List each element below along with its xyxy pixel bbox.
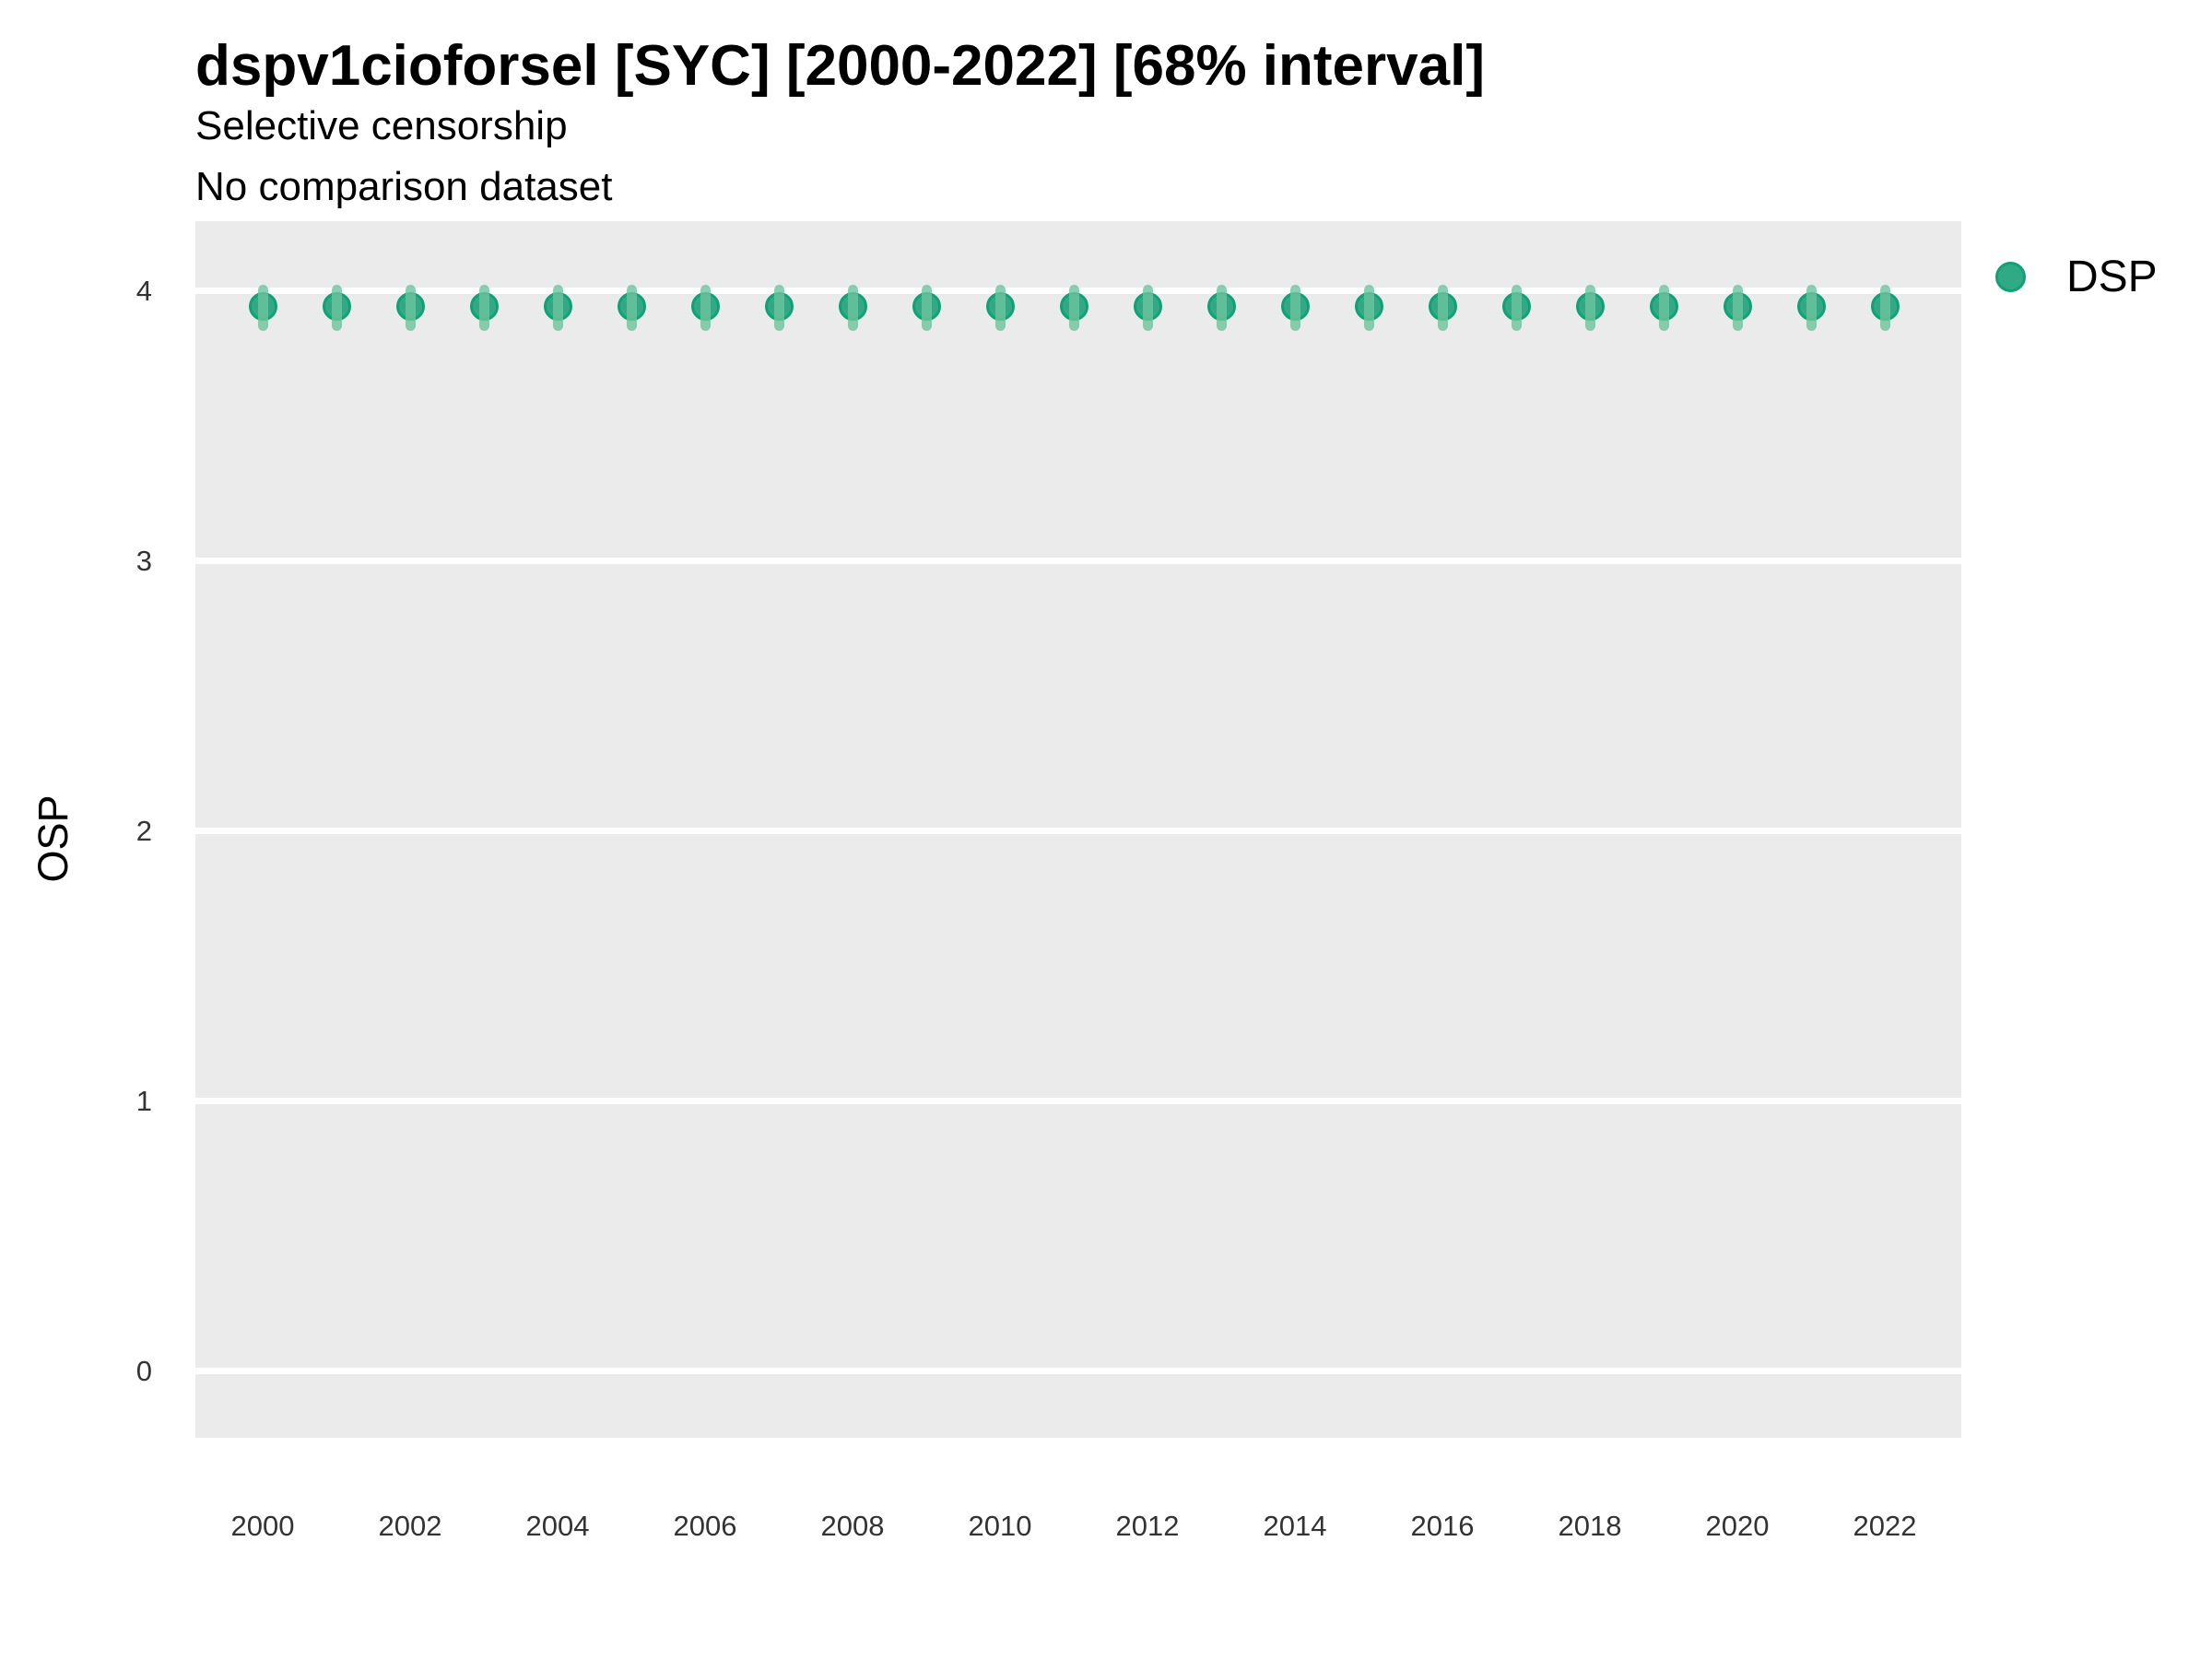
interval-bar-2017 bbox=[1511, 285, 1522, 331]
interval-bar-2003 bbox=[478, 285, 489, 331]
interval-bar-2006 bbox=[700, 285, 711, 331]
legend-point-icon bbox=[1995, 261, 2026, 292]
x-tick-label-2008: 2008 bbox=[820, 1510, 885, 1542]
y-tick-label-4: 4 bbox=[135, 275, 152, 307]
x-tick-label-2020: 2020 bbox=[1705, 1510, 1770, 1542]
interval-bar-2014 bbox=[1289, 285, 1300, 331]
x-tick-label-2018: 2018 bbox=[1558, 1510, 1622, 1542]
gridline-y-2 bbox=[195, 827, 1961, 834]
interval-bar-2012 bbox=[1142, 285, 1153, 331]
y-tick-label-1: 1 bbox=[135, 1085, 152, 1117]
x-tick-label-2022: 2022 bbox=[1853, 1510, 1917, 1542]
y-tick-label-3: 3 bbox=[135, 545, 152, 577]
interval-bar-2007 bbox=[773, 285, 784, 331]
interval-bar-2013 bbox=[1216, 285, 1227, 331]
interval-bar-2021 bbox=[1806, 285, 1817, 331]
interval-bar-2008 bbox=[847, 285, 858, 331]
legend-label: DSP bbox=[2066, 252, 2158, 301]
x-tick-label-2002: 2002 bbox=[378, 1510, 442, 1542]
x-tick-label-2000: 2000 bbox=[230, 1510, 295, 1542]
interval-bar-2019 bbox=[1658, 285, 1669, 331]
interval-bar-2000 bbox=[257, 285, 268, 331]
x-tick-label-2006: 2006 bbox=[673, 1510, 737, 1542]
interval-bar-2022 bbox=[1879, 285, 1890, 331]
x-tick-label-2010: 2010 bbox=[968, 1510, 1032, 1542]
interval-bar-2010 bbox=[994, 285, 1006, 331]
gridline-y-1 bbox=[195, 1097, 1961, 1104]
x-tick-label-2012: 2012 bbox=[1115, 1510, 1180, 1542]
x-tick-label-2016: 2016 bbox=[1410, 1510, 1475, 1542]
chart-subtitle-line2: No comparison dataset bbox=[195, 164, 613, 209]
interval-bar-2002 bbox=[405, 285, 416, 331]
plot-panel bbox=[195, 221, 1961, 1438]
interval-bar-2015 bbox=[1363, 285, 1374, 331]
legend: DSP bbox=[1991, 252, 2212, 301]
interval-bar-2018 bbox=[1584, 285, 1595, 331]
interval-bar-2005 bbox=[626, 285, 637, 331]
gridline-y-3 bbox=[195, 557, 1961, 564]
y-tick-label-0: 0 bbox=[135, 1355, 152, 1387]
interval-bar-2001 bbox=[331, 285, 342, 331]
interval-bar-2011 bbox=[1068, 285, 1079, 331]
x-tick-label-2004: 2004 bbox=[525, 1510, 590, 1542]
chart-subtitle-line1: Selective censorship bbox=[195, 103, 568, 148]
interval-bar-2004 bbox=[552, 285, 563, 331]
y-tick-label-2: 2 bbox=[135, 815, 152, 847]
interval-bar-2009 bbox=[921, 285, 932, 331]
interval-bar-2016 bbox=[1437, 285, 1448, 331]
chart-title: dspv1cioforsel [SYC] [2000-2022] [68% in… bbox=[195, 34, 1485, 98]
interval-bar-2020 bbox=[1732, 285, 1743, 331]
x-tick-label-2014: 2014 bbox=[1263, 1510, 1327, 1542]
gridline-y-0 bbox=[195, 1367, 1961, 1374]
